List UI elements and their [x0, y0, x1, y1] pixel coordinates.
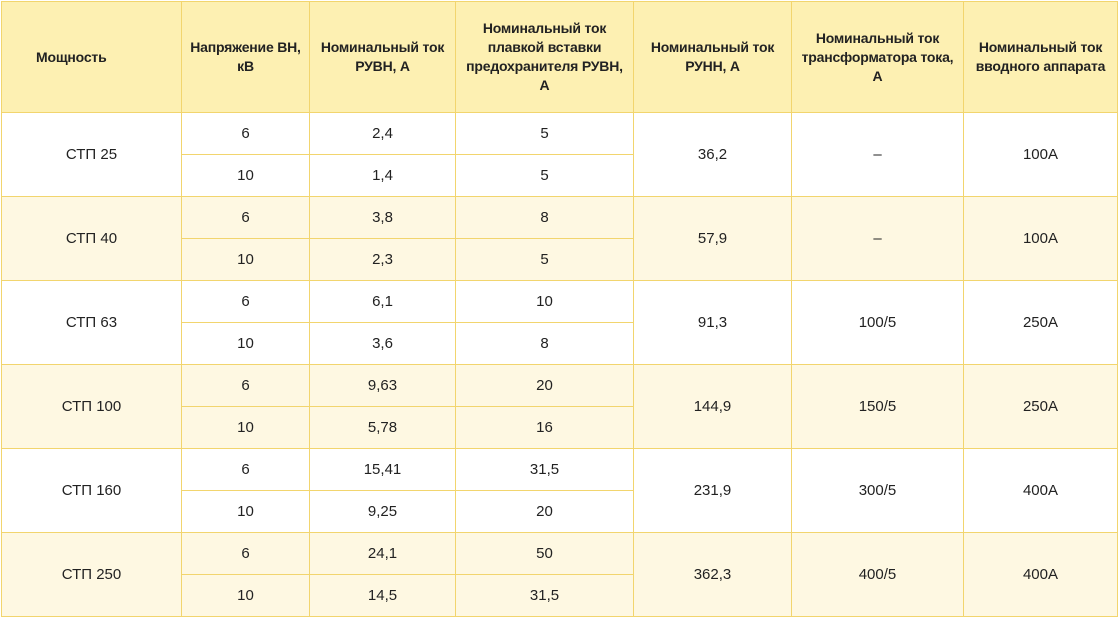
value-cell: 9,25 [309, 490, 456, 533]
table-row: СТП 25 6 2,4 5 36,2–100А [1, 112, 1118, 197]
header-cell: Номинальный ток РУВН, А [309, 1, 456, 113]
value-cell: 10 [181, 490, 310, 533]
value-cell: 6 [181, 364, 310, 407]
header-cell: Номинальный ток РУНН, А [633, 1, 792, 113]
value-cell: 6 [181, 196, 310, 239]
lv-current-cell: 362,3 [633, 532, 792, 617]
lv-current-cell: 144,9 [633, 364, 792, 449]
value-cell: 6 [181, 112, 310, 155]
table-row: 10 14,5 31,5 [2, 574, 1118, 617]
value-cell: 10 [181, 322, 310, 365]
table-row: СТП 250 6 24,1 50 362,3 400/5 400А [1, 532, 1118, 617]
power-cell: СТП 25 [1, 112, 182, 197]
value-cell: 3,8 [309, 196, 456, 239]
table-row: 10 9,25 20 [2, 490, 1118, 533]
table-body: СТП 25 6 2,4 5 36,2–100А 10 1,4 5 СТП 40 6 3,8 8 57,… [1, 112, 1118, 617]
header-cell: Напряжение ВН, кВ [181, 1, 310, 113]
value-cell: 5 [455, 238, 634, 281]
lv-current-cell: 231,9 [633, 448, 792, 533]
value-cell: 20 [455, 490, 634, 533]
value-cell: 24,1 [309, 532, 456, 575]
power-cell: СТП 160 [1, 448, 182, 533]
lv-current-cell: 91,3 [633, 280, 792, 365]
value-cell: 6 [181, 532, 310, 575]
value-cell: 50 [455, 532, 634, 575]
value-cell: 8 [455, 322, 634, 365]
header-cell: Номинальный ток трансформатора тока, А [791, 1, 964, 113]
table-row: СТП 40 6 3,8 8 57,9–100А [1, 196, 1118, 281]
table-row: 10 5,78 16 [2, 406, 1118, 449]
header-cell: Номинальный ток плавкой вставки предохра… [455, 1, 634, 113]
value-cell: 31,5 [455, 448, 634, 491]
value-cell: 2,4 [309, 112, 456, 155]
input-cell: 400А [963, 448, 1118, 533]
table-row: 10 1,4 5 [2, 154, 1118, 197]
ct-cell: 300/5 [791, 448, 964, 533]
value-cell: 5 [455, 112, 634, 155]
power-cell: СТП 100 [1, 364, 182, 449]
input-cell: 100А [963, 112, 1118, 197]
value-cell: 10 [181, 154, 310, 197]
table-row: СТП 160 6 15,41 31,5 231,9 300/5 400А [1, 448, 1118, 533]
value-cell: 3,6 [309, 322, 456, 365]
value-cell: 8 [455, 196, 634, 239]
table-row: СТП 100 6 9,63 20 144,9 150/5 250А [1, 364, 1118, 449]
header-cell: Номинальный ток вводного аппарата [963, 1, 1118, 113]
value-cell: 9,63 [309, 364, 456, 407]
table-row: 10 3,6 8 [2, 322, 1118, 365]
ct-cell: 150/5 [791, 364, 964, 449]
ct-cell: 400/5 [791, 532, 964, 617]
input-cell: 100А [963, 196, 1118, 281]
ct-cell: – [791, 112, 964, 197]
lv-current-cell: 36,2 [633, 112, 792, 197]
value-cell: 10 [181, 574, 310, 617]
value-cell: 10 [181, 406, 310, 449]
value-cell: 5 [455, 154, 634, 197]
ct-cell: 100/5 [791, 280, 964, 365]
power-cell: СТП 250 [1, 532, 182, 617]
power-cell: СТП 63 [1, 280, 182, 365]
value-cell: 10 [455, 280, 634, 323]
input-cell: 250А [963, 280, 1118, 365]
value-cell: 6 [181, 448, 310, 491]
value-cell: 6 [181, 280, 310, 323]
header-cell: Мощность [1, 1, 182, 113]
lv-current-cell: 57,9 [633, 196, 792, 281]
value-cell: 20 [455, 364, 634, 407]
value-cell: 15,41 [309, 448, 456, 491]
value-cell: 5,78 [309, 406, 456, 449]
value-cell: 10 [181, 238, 310, 281]
ct-cell: – [791, 196, 964, 281]
value-cell: 2,3 [309, 238, 456, 281]
input-cell: 250А [963, 364, 1118, 449]
value-cell: 6,1 [309, 280, 456, 323]
power-cell: СТП 40 [1, 196, 182, 281]
value-cell: 31,5 [455, 574, 634, 617]
value-cell: 1,4 [309, 154, 456, 197]
table-row: 10 2,3 5 [2, 238, 1118, 281]
table-row: СТП 63 6 6,1 10 91,3 100/5 250А [1, 280, 1118, 365]
header-row: Мощность Напряжение ВН, кВ Номинальный ток… [1, 1, 1118, 113]
input-cell: 400А [963, 532, 1118, 617]
value-cell: 14,5 [309, 574, 456, 617]
value-cell: 16 [455, 406, 634, 449]
